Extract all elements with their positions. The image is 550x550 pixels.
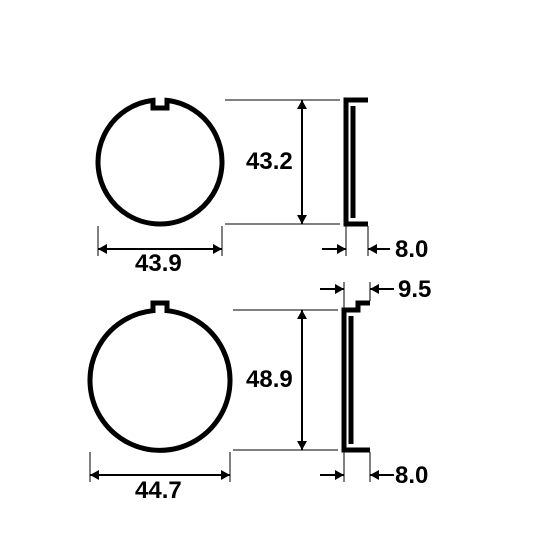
top-height-label: 43.2 [246,148,293,176]
technical-drawing: 43.2 43.9 8.0 9.5 48.9 44.7 8.0 [0,0,550,550]
bottom-thick-dim [320,452,394,482]
bottom-width-label: 44.7 [135,477,182,505]
bottom-height-label: 48.9 [246,366,293,394]
top-width-label: 43.9 [135,250,182,278]
bottom-front-view [90,303,230,450]
drawing-svg [0,0,550,550]
bottom-thick-label: 8.0 [395,462,428,490]
top-side-view [346,100,368,224]
top-thick-label: 8.0 [395,236,428,264]
bottom-side-view [344,303,370,450]
top-thick-dim [322,226,390,256]
top-front-view [98,100,222,224]
bottom-top-thick-label: 9.5 [398,276,431,304]
